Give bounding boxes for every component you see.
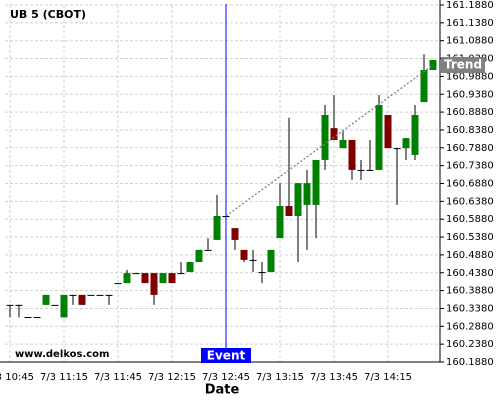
y-tick-label: 160.4380 xyxy=(446,268,494,279)
candle-body xyxy=(285,205,293,216)
candle-body xyxy=(258,272,266,274)
candle-body xyxy=(42,294,50,305)
candle-body xyxy=(159,273,167,284)
candle-body xyxy=(240,249,248,260)
candle-body xyxy=(348,139,356,170)
x-tick-label: 7/3 10:45 xyxy=(0,372,34,383)
candle-body xyxy=(213,215,221,240)
candle-body xyxy=(231,228,239,240)
y-tick-label: 160.5880 xyxy=(446,214,494,225)
x-tick-label: 7/3 11:15 xyxy=(40,372,88,383)
candle-body xyxy=(204,249,212,251)
y-tick-label: 161.1880 xyxy=(446,0,494,11)
candle-body xyxy=(384,114,392,149)
candle-body xyxy=(6,304,14,306)
candle-body xyxy=(33,317,41,319)
watermark: www.delkos.com xyxy=(15,349,109,360)
event-label: Event xyxy=(207,349,246,363)
y-tick-label: 160.6380 xyxy=(446,196,494,207)
y-tick-label: 160.9880 xyxy=(446,71,494,82)
x-axis-title: Date xyxy=(205,383,240,398)
candle-body xyxy=(303,183,311,205)
y-tick-label: 161.1380 xyxy=(446,18,494,29)
y-tick-label: 160.3880 xyxy=(446,286,494,297)
y-tick-label: 160.2880 xyxy=(446,321,494,332)
candle-body xyxy=(141,273,149,284)
x-tick-label: 7/3 12:45 xyxy=(202,372,250,383)
y-tick-label: 160.2380 xyxy=(446,339,494,350)
candle-body xyxy=(420,69,428,103)
candle-body xyxy=(393,148,401,150)
y-tick-label: 160.8380 xyxy=(446,125,494,136)
y-tick-label: 160.4880 xyxy=(446,250,494,261)
candle-body xyxy=(249,259,257,261)
candle-body xyxy=(402,138,410,149)
candle-body xyxy=(366,169,374,171)
y-tick-label: 160.6880 xyxy=(446,179,494,190)
candle-body xyxy=(357,169,365,171)
y-tick-label: 160.8880 xyxy=(446,107,494,118)
candle-body xyxy=(177,273,185,275)
candle-body xyxy=(294,183,302,216)
candle-body xyxy=(78,294,86,305)
candle-body xyxy=(195,249,203,263)
x-tick-label: 7/3 14:15 xyxy=(364,372,412,383)
x-tick-label: 7/3 13:45 xyxy=(310,372,358,383)
candle-body xyxy=(69,294,77,296)
candle-body xyxy=(330,128,338,140)
y-tick-label: 160.9380 xyxy=(446,89,494,100)
candle-body xyxy=(132,273,140,275)
candle-body xyxy=(24,317,32,319)
candle-body xyxy=(114,283,122,285)
candle-body xyxy=(429,59,437,70)
candle-body xyxy=(60,294,68,318)
x-tick-label: 7/3 13:15 xyxy=(256,372,304,383)
x-tick-label: 7/3 11:45 xyxy=(94,372,142,383)
candle-body xyxy=(87,294,95,296)
candle-body xyxy=(276,205,284,239)
trend-line xyxy=(225,64,434,217)
candle-body xyxy=(96,294,104,296)
y-tick-label: 160.3380 xyxy=(446,303,494,314)
candle-body xyxy=(15,304,23,306)
candle-body xyxy=(123,273,131,284)
chart-title: UB 5 (CBOT) xyxy=(10,8,86,21)
candle-body xyxy=(411,114,419,155)
event-label-box xyxy=(201,348,251,363)
trend-label-box xyxy=(441,56,485,73)
candle-body xyxy=(321,114,329,160)
candle-body xyxy=(312,159,320,205)
trend-label: Trend xyxy=(444,57,482,71)
y-tick-label: 161.0880 xyxy=(446,36,494,47)
candle-body xyxy=(186,262,194,273)
candle-body xyxy=(267,249,275,273)
candle-body xyxy=(375,104,383,170)
y-tick-label: 160.7380 xyxy=(446,161,494,172)
y-tick-label: 160.7880 xyxy=(446,143,494,154)
candle-body xyxy=(105,294,113,296)
x-tick-label: 7/3 12:15 xyxy=(148,372,196,383)
candle-body xyxy=(168,273,176,284)
y-tick-label: 160.1880 xyxy=(446,357,494,368)
candle-body xyxy=(339,139,347,149)
candle-body xyxy=(51,304,59,306)
candle-body xyxy=(150,273,158,295)
y-tick-label: 160.5380 xyxy=(446,232,494,243)
